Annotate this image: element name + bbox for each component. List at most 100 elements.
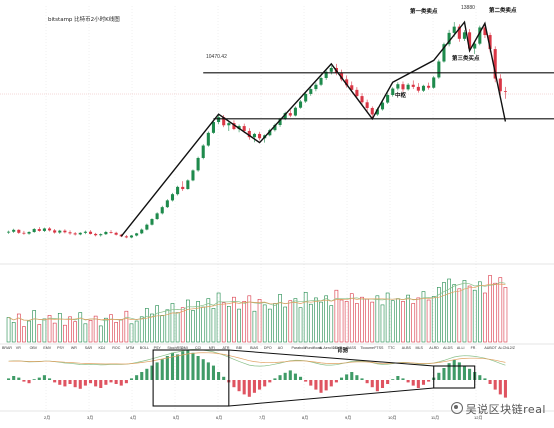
- volume-bar: [303, 291, 308, 343]
- month-label: 12月: [474, 415, 482, 420]
- macd-bar: [237, 380, 241, 392]
- candle-body: [104, 232, 108, 235]
- macd-bar: [145, 368, 149, 380]
- volume-bar: [293, 298, 298, 343]
- macd-bar: [186, 349, 190, 380]
- candle-body: [288, 113, 292, 116]
- indicator-label: FR: [471, 346, 476, 350]
- volume-bar: [319, 301, 323, 343]
- trend-overlay: [120, 20, 554, 407]
- macd-bar: [37, 377, 41, 380]
- pivot-label: 中枢: [395, 91, 407, 99]
- volume-bar: [170, 303, 175, 343]
- candle-body: [155, 213, 159, 220]
- macd-bar: [32, 379, 36, 380]
- month-label: 9月: [345, 415, 351, 420]
- indicator-label: AI-DS: [443, 346, 453, 350]
- candle-body: [498, 78, 502, 92]
- candle-body: [94, 233, 98, 236]
- volume-bar: [16, 313, 21, 343]
- volume-bar: [262, 304, 267, 343]
- volume-bar: [426, 299, 431, 343]
- candle-body: [339, 73, 344, 80]
- macd-bar: [288, 370, 292, 380]
- macd-bar: [447, 363, 451, 380]
- volume-bar: [288, 300, 293, 343]
- indicator-label: Ai-RD: [429, 346, 439, 350]
- candle-body: [129, 235, 134, 238]
- candle-body: [268, 130, 272, 136]
- candle-body: [365, 102, 369, 108]
- volume-bar: [150, 313, 154, 343]
- candle-body: [421, 85, 426, 91]
- candle-body: [53, 230, 57, 233]
- volume-bar: [334, 289, 339, 343]
- candle-body: [140, 229, 144, 234]
- month-label: 6月: [216, 415, 222, 420]
- volume-bar: [437, 287, 441, 343]
- macd-bar: [380, 380, 385, 388]
- macd-bar: [181, 351, 185, 380]
- candle-body: [304, 93, 308, 102]
- macd-bar: [334, 380, 338, 383]
- macd-bar: [94, 380, 98, 387]
- month-label: 2月: [44, 415, 50, 420]
- candle-body: [503, 91, 507, 93]
- macd-bar: [365, 380, 369, 384]
- candle-body: [478, 27, 482, 44]
- watermark-icon: [450, 402, 463, 414]
- macd-bar: [452, 360, 456, 380]
- volume-bar: [477, 281, 482, 343]
- candle-body: [114, 232, 118, 235]
- macd-bar: [375, 380, 379, 392]
- volume-bar: [104, 317, 108, 343]
- indicator-label: PSY: [57, 346, 65, 350]
- indicator-label: KDJ: [99, 346, 106, 350]
- volume-bar: [447, 278, 451, 343]
- macd-bar: [201, 359, 205, 380]
- indicator-label: SAR: [85, 346, 93, 350]
- trend-stroke: [120, 20, 507, 237]
- candle-body: [232, 123, 236, 130]
- volume-bar: [503, 287, 508, 343]
- month-label: 10月: [388, 415, 396, 420]
- volume-bar: [134, 320, 139, 343]
- candle-body: [293, 107, 297, 116]
- volume-bar: [416, 297, 421, 343]
- indicator-label: TTC: [388, 346, 395, 350]
- macd-bar: [283, 372, 287, 380]
- macd-bar: [396, 376, 400, 380]
- volume-bar: [308, 303, 313, 343]
- indicator-label: PSY: [154, 346, 162, 350]
- indicator-label: AO: [278, 346, 283, 350]
- indicator-label: VR: [16, 346, 21, 350]
- divergence-box-b: [433, 365, 476, 389]
- volume-bar: [452, 284, 457, 343]
- volume-bar: [221, 302, 226, 343]
- month-labels: 2月 3月 4月 5月 6月 7月 8月 9月 10月 11月 12月: [44, 415, 482, 420]
- candle-body: [32, 229, 36, 233]
- indicator-label: DPO: [264, 346, 272, 350]
- candle-body: [63, 230, 67, 233]
- candle-body: [99, 234, 103, 236]
- candle-body: [252, 133, 256, 138]
- indicator-label: ROC: [112, 346, 120, 350]
- macd-bar: [114, 380, 118, 384]
- macd-bar: [217, 372, 221, 380]
- candle-body: [181, 186, 185, 190]
- candle-body: [42, 228, 46, 231]
- indicator-label: OBV: [30, 346, 38, 350]
- volume-bar: [73, 321, 77, 343]
- macd-bar: [360, 378, 364, 380]
- macd-bar: [386, 380, 390, 384]
- volume-bar: [109, 314, 113, 343]
- macd-bar: [12, 376, 16, 380]
- volume-bar: [32, 310, 37, 343]
- candle-body: [58, 230, 62, 233]
- macd-bar: [263, 380, 267, 387]
- indicator-label: FTSS: [374, 346, 384, 350]
- volume-bar: [226, 305, 231, 343]
- macd-bar: [78, 380, 82, 389]
- candle-body: [488, 35, 492, 50]
- volume-bar: [406, 294, 410, 343]
